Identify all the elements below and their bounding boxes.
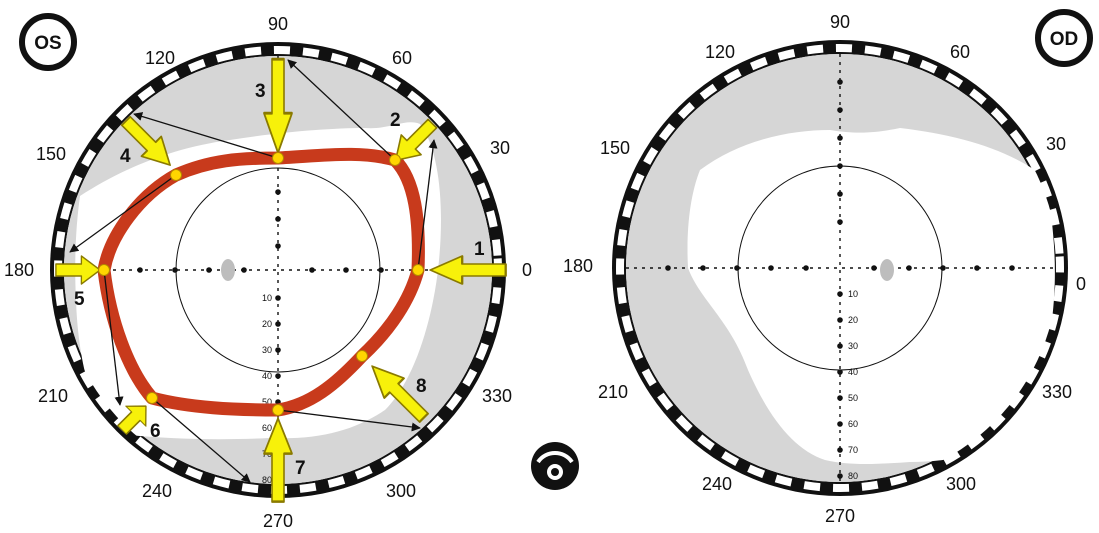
os-angle-330: 330: [482, 386, 512, 406]
os-vector-label-6: 6: [150, 421, 161, 442]
od-angle-240: 240: [702, 474, 732, 494]
os-ecc-40: 40: [262, 371, 272, 381]
os-ecc-80: 80: [262, 475, 272, 485]
os-angle-180: 180: [4, 260, 34, 280]
od-angle-210: 210: [598, 382, 628, 402]
os-angle-30: 30: [490, 138, 510, 158]
os-isopter-points: [98, 152, 424, 416]
od-angle-90: 90: [830, 12, 850, 32]
od-angle-270: 270: [825, 506, 855, 526]
od-ecc-40: 40: [848, 367, 858, 377]
os-vector-label-3: 3: [255, 81, 266, 102]
od-ecc-30: 30: [848, 341, 858, 351]
os-ecc-30: 30: [262, 345, 272, 355]
od-angle-120: 120: [705, 42, 735, 62]
od-eye-label: OD: [1050, 29, 1079, 50]
os-ecc-10: 10: [262, 293, 272, 303]
od-white-field: [687, 128, 1055, 464]
od-ecc-10: 10: [848, 289, 858, 299]
od-axis-dots: [665, 79, 1015, 479]
os-vector-label-2: 2: [390, 110, 401, 131]
os-angle-150: 150: [36, 144, 66, 164]
od-blind-spot: [880, 259, 894, 281]
os-angle-240: 240: [142, 481, 172, 501]
od-angle-300: 300: [946, 474, 976, 494]
os-field: 10 20 30 40 50 60 70 80: [4, 13, 532, 531]
os-angle-210: 210: [38, 386, 68, 406]
os-vector-label-8: 8: [416, 376, 427, 397]
os-vector-arrows: [69, 59, 438, 483]
od-ecc-50: 50: [848, 393, 858, 403]
os-vector-label-7: 7: [295, 458, 306, 479]
od-angle-180: 180: [563, 256, 593, 276]
od-ecc-80: 80: [848, 471, 858, 481]
od-ecc-70: 70: [848, 445, 858, 455]
os-angle-120: 120: [145, 48, 175, 68]
os-angle-300: 300: [386, 481, 416, 501]
os-ecc-20: 20: [262, 319, 272, 329]
od-angle-0: 0: [1076, 274, 1086, 294]
od-angle-150: 150: [600, 138, 630, 158]
os-angle-60: 60: [392, 48, 412, 68]
eye-icon: [531, 442, 579, 490]
od-angle-60: 60: [950, 42, 970, 62]
os-ecc-50: 50: [262, 397, 272, 407]
os-vector-label-4: 4: [120, 146, 131, 167]
od-ecc-20: 20: [848, 315, 858, 325]
os-eye-badge: OS: [19, 13, 77, 71]
od-ecc-60: 60: [848, 419, 858, 429]
od-angle-330: 330: [1042, 382, 1072, 402]
os-angle-0: 0: [522, 260, 532, 280]
os-vector-label-5: 5: [74, 289, 85, 310]
od-eye-badge: OD: [1035, 9, 1093, 67]
os-ecc-60: 60: [262, 423, 272, 433]
os-angle-90: 90: [268, 14, 288, 34]
os-eye-label: OS: [34, 33, 61, 54]
od-angle-30: 30: [1046, 134, 1066, 154]
os-blind-spot: [221, 259, 235, 281]
os-vector-label-1: 1: [474, 239, 485, 260]
os-angle-270: 270: [263, 511, 293, 531]
od-field: 10 20 30 40 50 60 70 80 0 30 60 90 120 1…: [563, 9, 1093, 526]
